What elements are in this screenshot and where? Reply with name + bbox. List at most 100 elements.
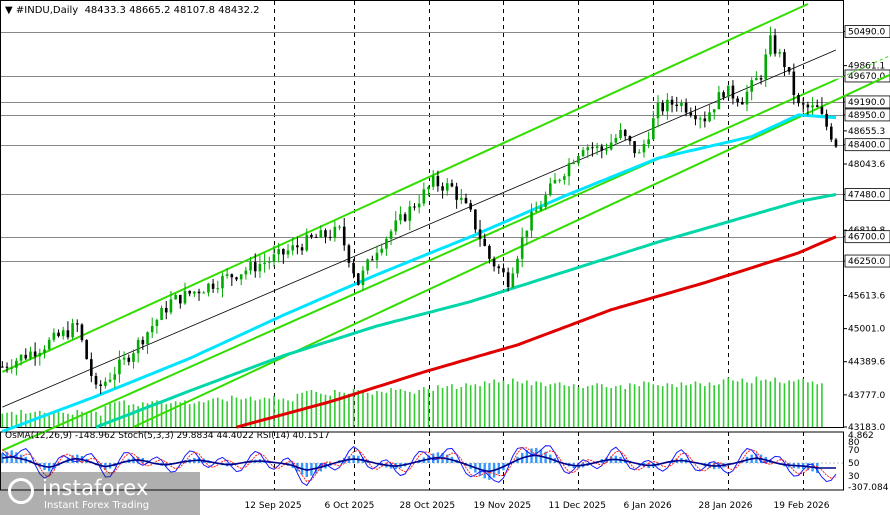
candle-body: [787, 67, 791, 72]
candle-body: [741, 102, 744, 105]
volume-bar: [362, 390, 364, 427]
candle-body: [722, 92, 725, 98]
volume-bar: [811, 381, 814, 427]
candle-body: [567, 163, 571, 177]
price-label: 46700.0: [848, 233, 885, 243]
candle-body: [216, 288, 220, 290]
volume-bar: [802, 378, 804, 427]
volume-bar: [156, 400, 158, 427]
candle-body: [431, 176, 435, 187]
indicator-axis-label: 50: [848, 459, 860, 469]
candle-body: [38, 352, 42, 357]
volume-bar: [109, 403, 111, 427]
volume-bar: [20, 409, 22, 427]
candle-body: [666, 99, 669, 112]
candle-body: [455, 186, 458, 200]
candle-body: [136, 339, 140, 354]
candle-body: [417, 203, 421, 208]
candle-body: [422, 189, 426, 204]
candle-body: [127, 357, 131, 362]
volume-bar: [62, 412, 65, 427]
candle-body: [834, 139, 838, 147]
candle-body: [394, 220, 398, 232]
candle-body: [516, 258, 519, 274]
date-label: 28 Jan 2026: [699, 501, 753, 511]
volume-bar: [146, 403, 149, 427]
volume-bar: [259, 399, 261, 427]
candle-body: [300, 247, 304, 251]
volume-bar: [357, 389, 360, 427]
candle-body: [619, 129, 622, 138]
price-label: 48043.6: [848, 160, 885, 170]
price-label: 49861.1: [848, 62, 885, 72]
volume-bar: [334, 389, 336, 427]
price-label: 49190.0: [848, 98, 885, 108]
channel-line: [1, 78, 837, 452]
volume-bar: [81, 411, 83, 427]
volume-bar: [57, 410, 60, 427]
price-label: 49670.0: [848, 72, 885, 82]
volume-bar: [455, 389, 458, 427]
channel-line: [1, 3, 809, 373]
symbol-label: #INDU,Daily: [15, 5, 79, 16]
candle-body: [656, 102, 660, 119]
candle-body: [253, 262, 257, 272]
candle-body: [85, 340, 88, 360]
volume-bar: [118, 401, 121, 427]
volume-bar: [371, 394, 374, 427]
main-pane-frame: [0, 0, 844, 428]
volume-bar: [797, 379, 800, 427]
menu-triangle-icon[interactable]: ▼: [5, 5, 13, 16]
volume-bar: [245, 398, 247, 427]
candle-body: [94, 375, 98, 385]
candle-body: [474, 209, 477, 230]
candle-body: [450, 183, 454, 187]
candle-body: [277, 249, 280, 255]
volume-bar: [666, 383, 669, 427]
volume-bar: [577, 387, 580, 427]
candle-body: [47, 339, 51, 350]
volume-bar: [221, 399, 224, 427]
candle-body: [90, 359, 93, 376]
candle-body: [506, 272, 510, 288]
volume-bar: [240, 399, 242, 427]
moving-average: [1, 113, 837, 433]
volume-bar: [769, 381, 772, 427]
candle-body: [188, 290, 191, 294]
candle-body: [263, 262, 266, 265]
candle-body: [122, 357, 126, 360]
volume-bar: [113, 402, 116, 427]
volume-bar: [610, 388, 612, 427]
volume-bar: [788, 380, 790, 427]
volume-bar: [540, 382, 542, 427]
indicator-axis-label: 4.862: [848, 431, 874, 441]
candle-body: [647, 139, 650, 145]
volume-bar: [680, 382, 683, 427]
candle-body: [361, 270, 365, 286]
volume-bar: [85, 412, 88, 427]
candle-body: [389, 231, 393, 239]
volume-bar: [338, 391, 341, 427]
candle-body: [478, 229, 482, 239]
volume-bar: [427, 389, 430, 427]
candle-body: [530, 211, 533, 231]
volume-bar: [165, 404, 168, 427]
volume-bar: [535, 381, 538, 427]
candle-body: [193, 291, 196, 294]
ohlc-values: 48433.3 48665.2 48107.8 48432.2: [84, 5, 260, 16]
indicator-pane-frame: [0, 431, 844, 491]
candle-body: [403, 214, 407, 221]
rsi-line: [2, 454, 836, 473]
candle-body: [305, 234, 309, 251]
volume-bar: [170, 403, 172, 427]
candle-body: [670, 99, 674, 105]
volume-bar: [104, 406, 107, 427]
volume-bar: [596, 383, 598, 427]
date-label: 19 Nov 2025: [474, 501, 532, 511]
candle-body: [310, 234, 313, 237]
candle-body: [366, 259, 369, 271]
volume-bar: [807, 382, 809, 427]
candle-body: [75, 323, 79, 325]
candle-body: [202, 292, 206, 294]
price-label: 43183.0: [848, 423, 885, 433]
